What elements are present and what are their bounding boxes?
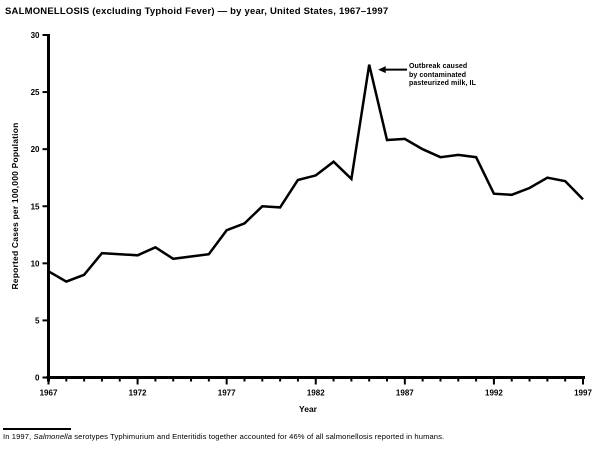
- footnote-salmonella-italic: Salmonella: [33, 432, 73, 441]
- chart-title: SALMONELLOSIS (excluding Typhoid Fever) …: [5, 6, 389, 17]
- x-tick-label: 1987: [396, 389, 414, 398]
- y-tick-label: 30: [31, 31, 40, 40]
- footnote-prefix: In 1997,: [3, 432, 34, 441]
- x-tick-label: 1977: [218, 389, 236, 398]
- x-tick-label: 1997: [574, 389, 592, 398]
- y-axis-label: Reported Cases per 100,000 Population: [10, 122, 20, 290]
- y-tick-label: 25: [31, 88, 40, 97]
- footnote: In 1997, Salmonella serotypes Typhimuriu…: [3, 432, 444, 441]
- y-tick-label: 10: [31, 259, 40, 268]
- x-tick-label: 1992: [485, 389, 503, 398]
- outbreak-annotation: Outbreak caused by contaminated pasteuri…: [409, 63, 476, 89]
- data-line: [47, 64, 584, 283]
- footnote-rest: serotypes Typhimurium and Enteritidis to…: [72, 432, 445, 441]
- y-tick-label: 15: [31, 202, 40, 211]
- x-tick-label: 1972: [129, 389, 147, 398]
- annotation-arrowhead: [378, 66, 386, 74]
- y-tick-label: 5: [35, 316, 40, 325]
- x-axis-label: Year: [299, 404, 317, 414]
- y-tick-label: 20: [31, 145, 40, 154]
- y-tick-label: 0: [35, 374, 40, 383]
- annotation-line-3: pasteurized milk, IL: [409, 80, 476, 87]
- footnote-rule: [3, 428, 71, 430]
- annotation-line-1: Outbreak caused: [409, 63, 468, 70]
- x-tick-label: 1982: [307, 389, 325, 398]
- x-tick-label: 1967: [40, 389, 58, 398]
- annotation-line-2: by contaminated: [409, 71, 467, 79]
